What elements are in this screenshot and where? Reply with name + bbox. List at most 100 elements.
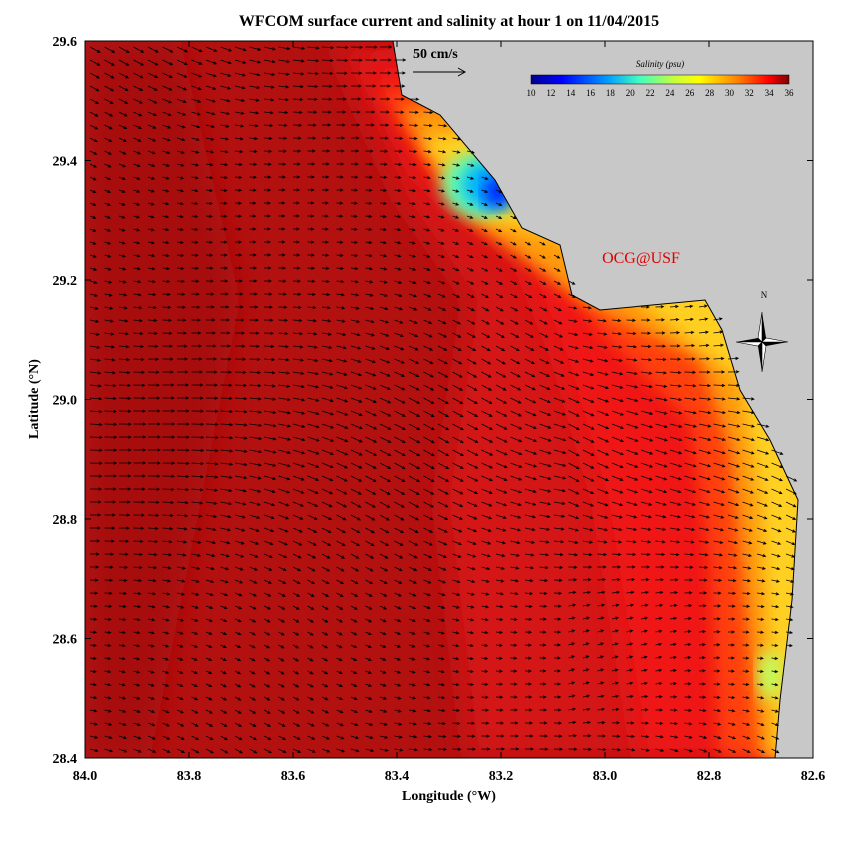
current-arrow [669,591,679,595]
current-arrow [408,306,418,311]
current-arrow [133,435,147,439]
current-arrow [133,72,144,79]
current-arrow [89,552,100,556]
current-arrow [249,188,257,192]
current-arrow [292,631,300,636]
current-arrow [205,488,219,492]
current-arrow [771,553,781,558]
current-arrow [771,475,784,482]
current-arrow [278,553,288,559]
current-arrow [176,124,186,129]
current-arrow [205,435,219,440]
current-arrow [89,98,100,104]
current-arrow [104,163,112,168]
current-arrow [336,266,345,271]
current-arrow [394,175,402,180]
current-arrow [321,631,329,636]
current-arrow [321,371,334,376]
current-arrow [379,227,387,232]
current-arrow [191,475,205,479]
y-tick-label: 29.4 [53,155,78,170]
current-arrow [539,254,546,259]
current-arrow [336,527,347,534]
current-arrow [437,423,450,431]
current-arrow [292,358,305,362]
current-arrow [263,501,276,507]
current-arrow [481,656,489,660]
current-arrow [684,682,692,686]
current-arrow [118,59,130,66]
current-arrow [162,124,172,129]
current-arrow [684,462,697,468]
current-arrow [684,565,694,569]
current-arrow [220,501,233,506]
current-arrow [495,734,505,738]
current-arrow [553,578,563,582]
current-arrow [365,540,375,546]
current-arrow [104,150,112,155]
current-arrow [510,617,518,622]
current-arrow [205,357,218,361]
current-arrow [336,84,348,88]
current-arrow [263,488,276,494]
current-arrow [423,514,434,521]
current-arrow [481,682,489,686]
current-arrow [147,383,161,387]
current-arrow [336,214,344,218]
current-arrow [713,565,723,570]
current-arrow [162,748,171,753]
current-arrow [147,592,157,596]
current-arrow [742,423,756,428]
current-arrow [162,513,174,518]
current-arrow [191,448,205,453]
current-arrow [118,267,127,271]
current-arrow [350,605,358,610]
current-arrow [524,280,533,285]
current-arrow [611,734,621,738]
current-arrow [437,695,446,700]
current-arrow [234,175,243,179]
current-arrow [437,371,449,378]
y-tick-label: 28.8 [53,513,78,528]
current-arrow [582,449,595,456]
current-arrow [147,461,161,465]
current-arrow [278,488,291,494]
current-arrow [437,462,450,469]
current-arrow [437,682,446,687]
current-arrow [742,604,751,608]
current-arrow [698,383,712,388]
current-arrow [394,214,402,219]
current-arrow [205,514,218,518]
current-arrow [89,500,102,504]
current-arrow [524,384,536,391]
current-arrow [118,526,130,530]
current-arrow [249,540,260,545]
current-arrow [582,501,595,507]
current-arrow [104,448,118,452]
current-arrow [437,254,445,258]
current-arrow [379,188,388,192]
current-arrow [336,397,349,403]
current-arrow [379,136,389,140]
current-arrow [481,384,493,391]
current-arrow [176,137,186,142]
current-arrow [89,474,103,478]
current-arrow [147,111,158,117]
current-arrow [698,630,707,634]
current-arrow [379,97,391,101]
current-arrow [263,59,276,64]
current-arrow [437,488,449,495]
current-arrow [452,631,460,635]
current-arrow [133,202,141,206]
current-arrow [321,748,331,753]
current-arrow [379,696,388,700]
current-arrow [582,694,591,698]
current-arrow [466,462,479,469]
current-arrow [394,527,405,534]
current-arrow [133,474,147,478]
current-arrow [278,644,285,649]
current-arrow [133,124,142,129]
current-arrow [655,344,667,348]
current-arrow [727,591,737,595]
current-arrow [336,644,343,649]
